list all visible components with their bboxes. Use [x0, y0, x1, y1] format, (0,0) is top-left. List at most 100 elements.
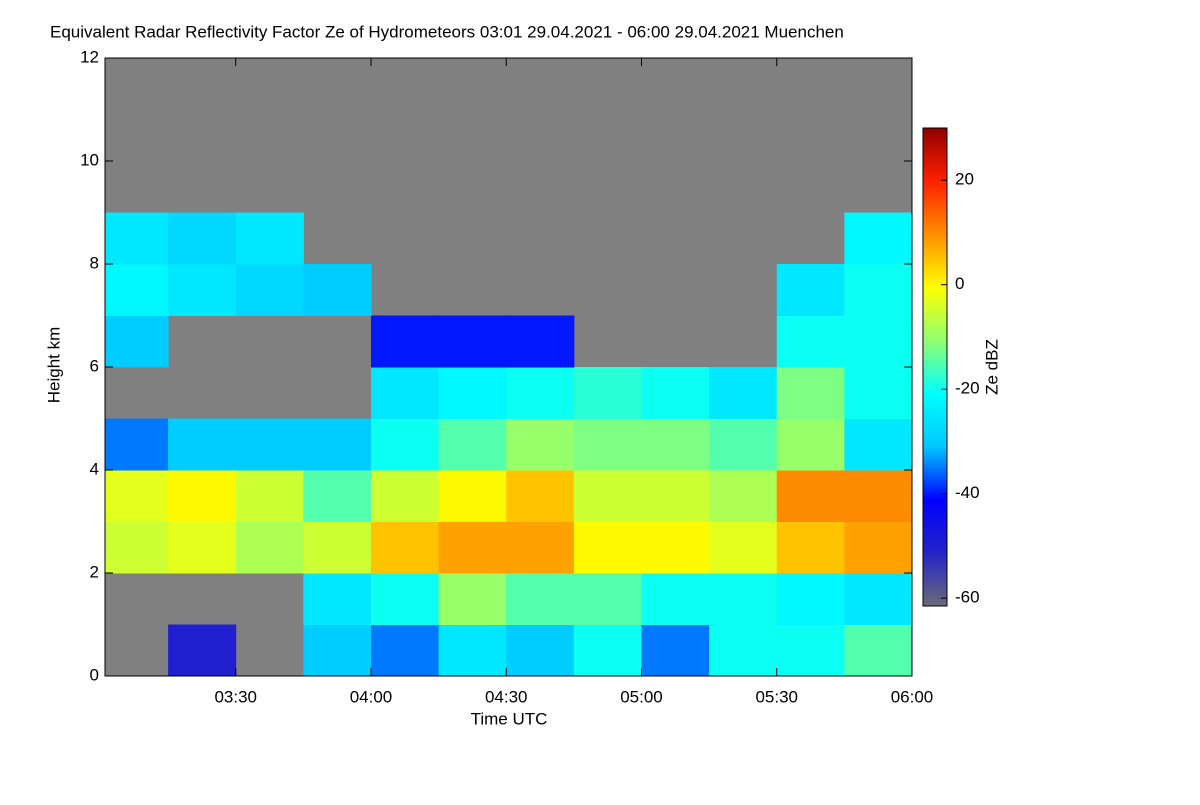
- heatmap-cell: [105, 521, 169, 574]
- heatmap-cell: [105, 315, 169, 368]
- y-tick-label: 2: [90, 562, 99, 581]
- heatmap-cell: [303, 573, 372, 625]
- heatmap-cell: [709, 521, 778, 574]
- heatmap-cell: [506, 470, 575, 522]
- x-tick-label: 04:30: [485, 687, 528, 706]
- colorbar-label: Ze dBZ: [982, 339, 1001, 395]
- heatmap-cell: [844, 521, 912, 574]
- heatmap-cell: [235, 264, 304, 316]
- heatmap-cell: [641, 573, 710, 625]
- heatmap-cell: [844, 573, 912, 625]
- colorbar: [922, 127, 948, 607]
- colorbar-tick-label: -40: [955, 483, 980, 502]
- heatmap-cell: [776, 418, 845, 471]
- heatmap-cell: [776, 521, 845, 574]
- heatmap-cell: [641, 521, 710, 574]
- heatmap-cell: [776, 264, 845, 316]
- heatmap-cell: [709, 573, 778, 625]
- heatmap-cell: [776, 367, 845, 419]
- y-tick-label: 8: [90, 253, 99, 272]
- heatmap-cell: [776, 315, 845, 368]
- heatmap: [105, 212, 912, 676]
- heatmap-cell: [235, 418, 304, 471]
- colorbar-tick-label: -20: [955, 379, 980, 398]
- colorbar-tick-label: 0: [955, 274, 964, 293]
- heatmap-cell: [776, 624, 845, 676]
- heatmap-cell: [844, 367, 912, 419]
- x-tick-label: 04:00: [350, 687, 393, 706]
- heatmap-cell: [709, 624, 778, 676]
- y-tick-label: 6: [90, 356, 99, 375]
- heatmap-cell: [506, 418, 575, 471]
- heatmap-cell: [370, 367, 440, 419]
- heatmap-cell: [438, 315, 507, 368]
- heatmap-cell: [235, 470, 304, 522]
- heatmap-cell: [105, 418, 169, 471]
- heatmap-cell: [303, 624, 372, 676]
- heatmap-cell: [709, 367, 778, 419]
- heatmap-cell: [438, 470, 507, 522]
- heatmap-cell: [709, 418, 778, 471]
- y-tick-label: 4: [90, 459, 99, 478]
- heatmap-cell: [573, 470, 642, 522]
- heatmap-cell: [370, 624, 440, 676]
- colorbar-tick-label: 20: [955, 170, 974, 189]
- heatmap-cell: [168, 521, 237, 574]
- heatmap-cell: [709, 470, 778, 522]
- heatmap-cell: [168, 418, 237, 471]
- heatmap-cell: [370, 470, 440, 522]
- heatmap-cell: [506, 624, 575, 676]
- heatmap-cell: [235, 521, 304, 574]
- heatmap-cell: [641, 418, 710, 471]
- heatmap-cell: [105, 264, 169, 316]
- heatmap-cell: [506, 315, 575, 368]
- x-axis-label: Time UTC: [471, 709, 548, 728]
- x-tick-label: 06:00: [891, 687, 934, 706]
- heatmap-cell: [370, 521, 440, 574]
- heatmap-cell: [844, 624, 912, 676]
- heatmap-cell: [844, 315, 912, 368]
- heatmap-cell: [168, 212, 237, 265]
- heatmap-cell: [506, 521, 575, 574]
- heatmap-cell: [641, 624, 710, 676]
- heatmap-cell: [303, 521, 372, 574]
- heatmap-cell: [168, 264, 237, 316]
- heatmap-cell: [776, 573, 845, 625]
- x-tick-label: 03:30: [214, 687, 257, 706]
- heatmap-cell: [506, 573, 575, 625]
- heatmap-cell: [370, 418, 440, 471]
- heatmap-cell: [844, 418, 912, 471]
- heatmap-cell: [641, 470, 710, 522]
- heatmap-cell: [303, 470, 372, 522]
- heatmap-cell: [168, 624, 237, 676]
- chart-title: Equivalent Radar Reflectivity Factor Ze …: [50, 22, 844, 41]
- heatmap-cell: [235, 212, 304, 265]
- y-tick-label: 0: [90, 665, 99, 684]
- heatmap-cell: [573, 418, 642, 471]
- x-tick-label: 05:00: [620, 687, 663, 706]
- heatmap-cell: [438, 367, 507, 419]
- colorbar-tick-label: -60: [955, 588, 980, 607]
- heatmap-cell: [844, 264, 912, 316]
- y-axis-label: Height km: [44, 327, 63, 404]
- heatmap-cell: [844, 470, 912, 522]
- heatmap-cell: [168, 470, 237, 522]
- heatmap-cell: [573, 367, 642, 419]
- y-tick-label: 10: [80, 150, 99, 169]
- heatmap-cell: [370, 315, 440, 368]
- heatmap-cell: [776, 470, 845, 522]
- heatmap-cell: [641, 367, 710, 419]
- y-tick-label: 12: [80, 47, 99, 66]
- heatmap-cell: [438, 418, 507, 471]
- heatmap-cell: [303, 418, 372, 471]
- x-tick-label: 05:30: [755, 687, 798, 706]
- heatmap-cell: [573, 624, 642, 676]
- heatmap-cell: [105, 470, 169, 522]
- heatmap-cell: [573, 521, 642, 574]
- heatmap-cell: [303, 264, 372, 316]
- heatmap-cell: [844, 212, 912, 265]
- heatmap-cell: [573, 573, 642, 625]
- heatmap-cell: [105, 212, 169, 265]
- heatmap-cell: [370, 573, 440, 625]
